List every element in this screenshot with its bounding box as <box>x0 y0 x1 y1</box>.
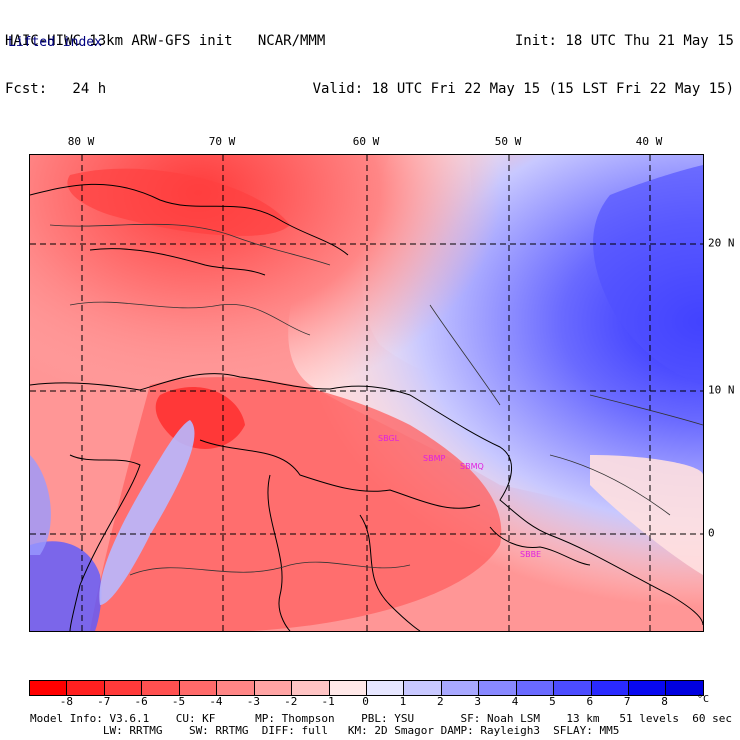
colorbar-tick-label: -8 <box>59 695 73 708</box>
map-canvas: SBGL SBMP SBMQ SBBE <box>30 155 703 631</box>
colorbar-segment <box>104 681 143 695</box>
header-left: HAIC-HIWC 13km ARW-GFS init NCAR/MMM Fcs… <box>5 1 325 113</box>
model-info-line2: LW: RRTMG SW: RRTMG DIFF: full KM: 2D Sm… <box>30 724 620 737</box>
field-name: Lifted index <box>8 35 102 50</box>
valid-time: Valid: 18 UTC Fri 22 May 15 (15 LST Fri … <box>312 81 734 97</box>
model-title: HAIC-HIWC 13km ARW-GFS init NCAR/MMM <box>5 33 326 49</box>
colorbar-tick-label: -1 <box>321 695 335 708</box>
colorbar-tick-label: 1 <box>399 695 407 708</box>
lon-label-60w: 60 W <box>352 135 380 148</box>
lon-label-50w: 50 W <box>494 135 522 148</box>
colorbar-segment <box>404 681 442 695</box>
station-sbbe: SBBE <box>520 550 541 559</box>
colorbar-tick-label: 6 <box>586 695 594 708</box>
colorbar-segment <box>30 681 68 695</box>
colorbar-tick-label: 0 <box>362 695 369 708</box>
lat-lon-grid <box>30 155 703 631</box>
colorbar-tick-label: 2 <box>436 695 444 708</box>
stable-andes <box>99 420 195 605</box>
init-time: Init: 18 UTC Thu 21 May 15 <box>514 33 734 49</box>
colorbar-tick-label: -5 <box>171 695 186 708</box>
colorbar-tick-label: -7 <box>97 695 111 708</box>
station-sbmq: SBMQ <box>460 462 484 471</box>
stable-southwest <box>30 455 51 555</box>
colorbar-tick-label: 8 <box>661 695 668 708</box>
lon-label-70w: 70 W <box>208 135 236 148</box>
colorbar-segment <box>629 681 667 695</box>
colorbar-segment <box>554 681 592 695</box>
unstable-caribbean <box>67 168 290 236</box>
colorbar-tick-label: 3 <box>474 695 481 708</box>
station-sbmp: SBMP <box>423 454 445 463</box>
station-sbgl: SBGL <box>378 434 400 443</box>
lat-label-10n: 10 N <box>708 383 735 397</box>
colorbar-segment <box>591 681 629 695</box>
colorbar-tick-label: 7 <box>623 695 631 708</box>
lon-label-80w: 80 W <box>67 135 95 148</box>
colorbar-segment <box>666 681 703 695</box>
lon-label-40w: 40 W <box>635 135 663 148</box>
lat-label-20n: 20 N <box>708 236 735 250</box>
stable-pacific <box>30 541 102 631</box>
colorbar-tick-label: -6 <box>134 695 148 708</box>
colorbar-tick-label: -2 <box>284 695 298 708</box>
colorbar-segment <box>329 681 367 695</box>
colorbar-unit: °C <box>697 694 710 705</box>
lat-label-equator: 0 <box>708 526 715 540</box>
colorbar-segment <box>479 681 517 695</box>
stable-southeast <box>590 455 703 575</box>
model-info-line1: Model Info: V3.6.1 CU: KF MP: Thompson P… <box>30 712 732 725</box>
colorbar <box>29 680 704 696</box>
colorbar-segment <box>142 681 180 695</box>
header-right: Init: 18 UTC Thu 21 May 15 Valid: 18 UTC… <box>313 1 734 113</box>
colorbar-segment <box>292 681 330 695</box>
li-contours <box>49 223 703 576</box>
colorbar-segment <box>441 681 480 695</box>
colorbar-segment <box>67 681 105 695</box>
colorbar-segment <box>366 681 405 695</box>
colorbar-tick-label: -4 <box>209 695 223 708</box>
forecast-hour: Fcst: 24 h <box>5 81 107 97</box>
coastlines <box>30 183 703 631</box>
colorbar-tick-label: 4 <box>511 695 519 708</box>
colorbar-segment <box>254 681 293 695</box>
lifted-index-map: SBGL SBMP SBMQ SBBE <box>29 154 704 632</box>
colorbar-segment <box>516 681 555 695</box>
colorbar-segment <box>179 681 218 695</box>
colorbar-segment <box>217 681 255 695</box>
colorbar-tick-label: -3 <box>246 695 260 708</box>
colorbar-tick-label: 5 <box>549 695 556 708</box>
stations: SBGL SBMP SBMQ SBBE <box>378 434 541 559</box>
